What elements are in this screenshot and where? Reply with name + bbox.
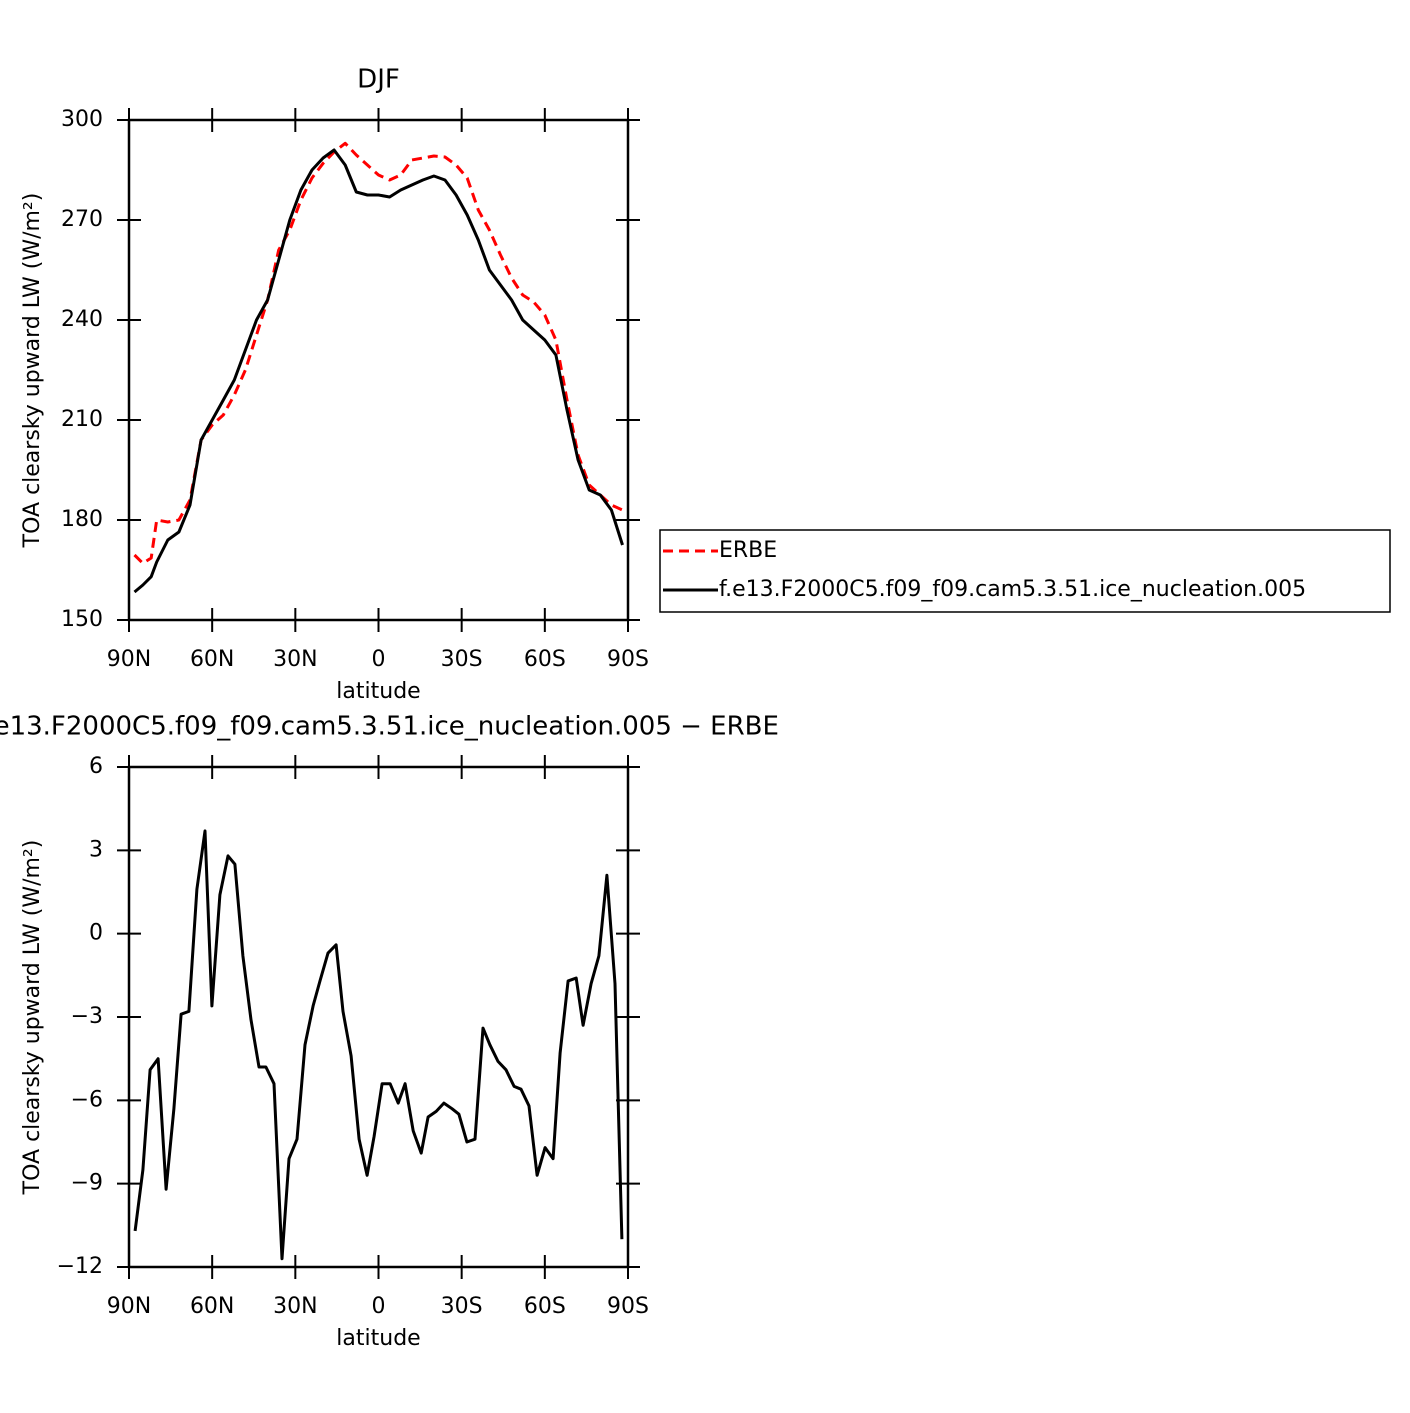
x-axis-label: latitude bbox=[336, 1326, 420, 1351]
x-tick-label: 60S bbox=[524, 647, 566, 672]
plot-frame bbox=[127, 765, 630, 1269]
x-tick-label: 90S bbox=[607, 1294, 649, 1319]
x-tick-label: 30N bbox=[273, 1294, 317, 1319]
x-tick-label: 60N bbox=[190, 1294, 234, 1319]
y-tick-label: 210 bbox=[61, 407, 103, 432]
y-tick-label: 180 bbox=[61, 507, 103, 532]
y-tick-label: −9 bbox=[71, 1171, 103, 1196]
chart-title: DJF bbox=[357, 65, 400, 95]
plot-frame bbox=[127, 118, 630, 622]
legend-label: ERBE bbox=[719, 538, 777, 563]
y-axis-label: TOA clearsky upward LW (W/m²) bbox=[20, 840, 45, 1196]
chart-title: f.e13.F2000C5.f09_f09.cam5.3.51.ice_nucl… bbox=[0, 712, 779, 742]
data-line bbox=[133, 829, 624, 1261]
y-tick-label: 0 bbox=[89, 921, 103, 946]
x-tick-label: 0 bbox=[372, 647, 386, 672]
data-line bbox=[133, 148, 624, 594]
y-axis-label: TOA clearsky upward LW (W/m²) bbox=[20, 193, 45, 549]
y-tick-label: 240 bbox=[61, 307, 103, 332]
y-tick-label: 300 bbox=[61, 107, 103, 132]
y-tick-label: 150 bbox=[61, 607, 103, 632]
x-tick-label: 30N bbox=[273, 647, 317, 672]
x-tick-label: 60S bbox=[524, 1294, 566, 1319]
x-tick-label: 60N bbox=[190, 647, 234, 672]
legend-label: f.e13.F2000C5.f09_f09.cam5.3.51.ice_nucl… bbox=[719, 577, 1306, 602]
y-tick-label: 3 bbox=[89, 837, 103, 862]
x-tick-label: 90S bbox=[607, 647, 649, 672]
x-tick-label: 30S bbox=[441, 647, 483, 672]
x-tick-label: 90N bbox=[107, 647, 151, 672]
x-tick-label: 0 bbox=[372, 1294, 386, 1319]
x-tick-label: 30S bbox=[441, 1294, 483, 1319]
data-line bbox=[133, 141, 624, 565]
x-tick-label: 90N bbox=[107, 1294, 151, 1319]
x-axis-label: latitude bbox=[336, 679, 420, 704]
y-tick-label: −6 bbox=[71, 1087, 103, 1112]
legend-box bbox=[659, 529, 1391, 613]
y-tick-label: 270 bbox=[61, 207, 103, 232]
y-tick-label: 6 bbox=[89, 754, 103, 779]
y-tick-label: −3 bbox=[71, 1004, 103, 1029]
y-tick-label: −12 bbox=[57, 1254, 103, 1279]
